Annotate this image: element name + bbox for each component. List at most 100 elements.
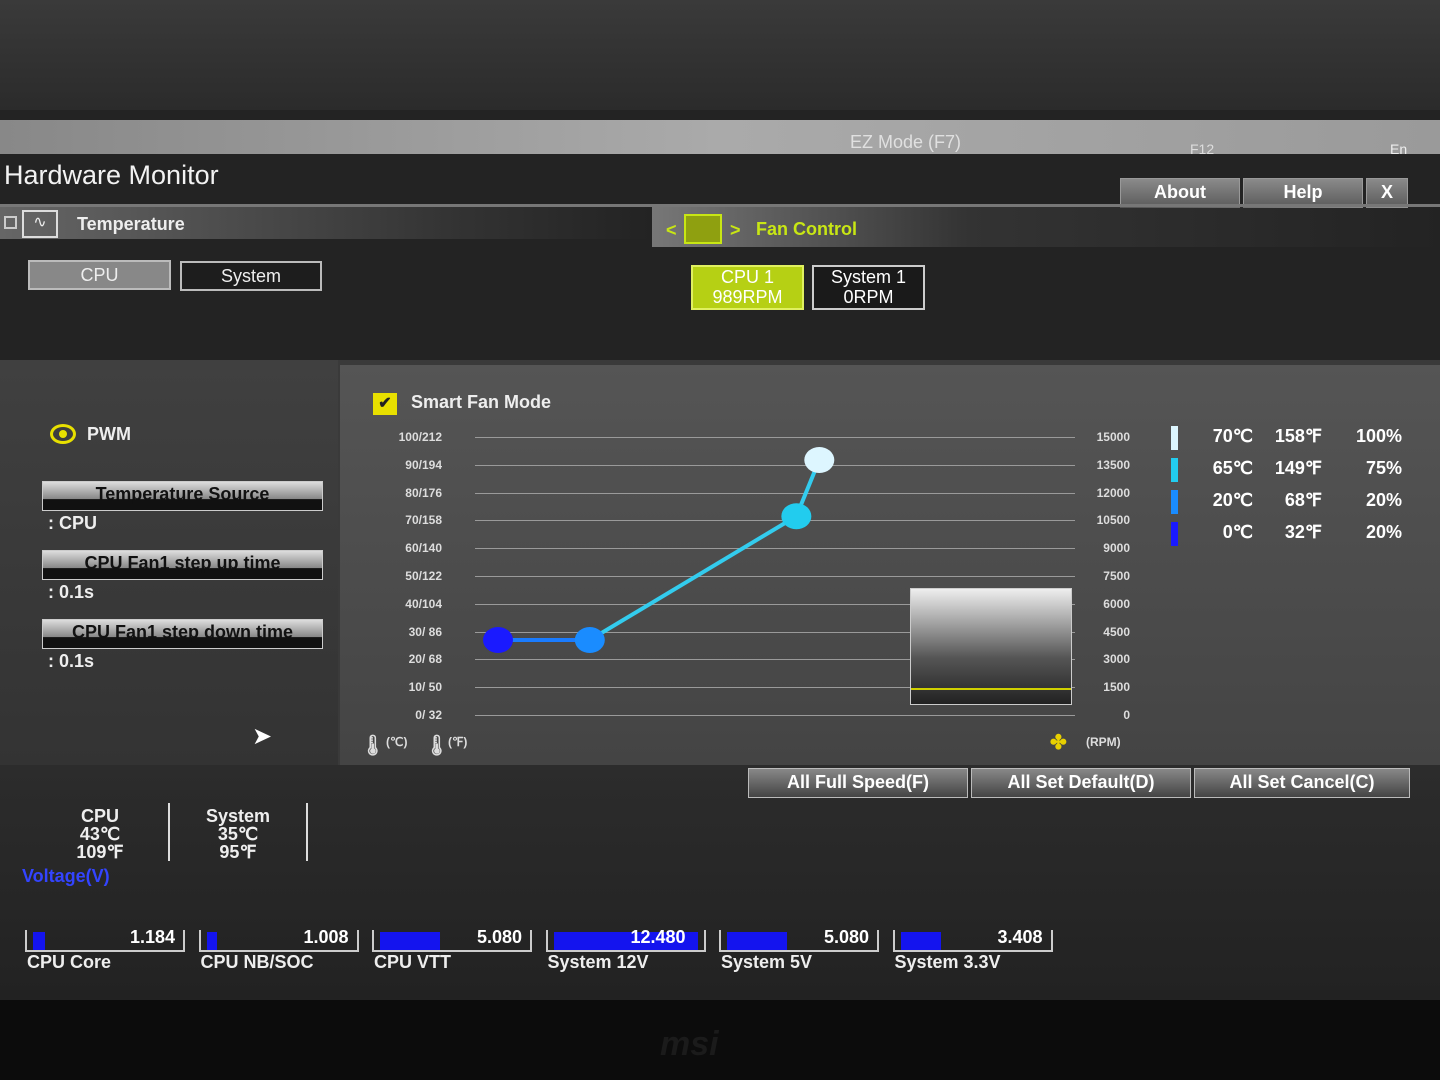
fan-rpm: 989RPM [712, 287, 783, 307]
legend-fahrenheit: 158℉ [1274, 426, 1322, 446]
fan-rpm: 0RPM [843, 287, 894, 307]
fan-control-label: Fan Control [756, 219, 857, 239]
fan-curve-panel [340, 365, 1440, 765]
all-full-speed-button[interactable]: All Full Speed(F) [748, 768, 968, 798]
next-arrow-icon[interactable]: > [730, 220, 741, 240]
voltage-value: 3.408 [997, 927, 1043, 947]
voltage-title: Voltage(V) [22, 866, 110, 886]
legend-fahrenheit: 32℉ [1284, 522, 1322, 542]
voltage-bar: 12.480 [545, 927, 706, 952]
fan-tab-system1[interactable]: System 1 0RPM [812, 265, 925, 310]
fan-name: CPU 1 [720, 267, 774, 287]
thermometer-icon: 🌡 [424, 735, 450, 757]
gridline [475, 687, 1075, 689]
voltage-fill [900, 932, 941, 950]
gridline [475, 659, 1075, 661]
voltage-label: System 12V [547, 952, 649, 972]
help-button[interactable]: Help [1243, 178, 1363, 208]
temperature-source-button[interactable]: Temperature Source [42, 481, 323, 511]
top-bar [0, 120, 1440, 154]
cpu-temp-readout: CPU 43℃ 109℉ [40, 807, 160, 861]
celsius-unit-label: (℃) [386, 735, 408, 749]
background-wall [0, 0, 1440, 110]
ez-mode-button[interactable]: EZ Mode (F7) [850, 132, 962, 152]
legend-percent: 20% [1365, 522, 1402, 542]
left-tick-label: 70/158 [405, 513, 442, 528]
left-tick-label: 100/212 [398, 430, 442, 444]
left-tick-label: 0/ 32 [415, 708, 442, 722]
gridline [475, 520, 1075, 522]
label: CPU [80, 806, 119, 826]
all-set-default-button[interactable]: All Set Default(D) [971, 768, 1191, 798]
voltage-value: 12.480 [630, 927, 686, 947]
gridline [475, 603, 1075, 605]
voltage-fill [206, 932, 217, 950]
voltage-label: CPU VTT [374, 952, 452, 972]
language-button[interactable]: En [1390, 141, 1408, 157]
about-button[interactable]: About [1120, 178, 1240, 208]
gridline [475, 631, 1075, 633]
voltage-bar: 3.408 [892, 927, 1053, 952]
legend-percent: 20% [1365, 490, 1402, 510]
legend-color-swatch [1171, 490, 1178, 514]
legend-color-swatch [1171, 522, 1178, 546]
legend-color-swatch [1171, 458, 1178, 482]
label: System [205, 806, 271, 826]
step-down-time-value: : 0.1s [48, 651, 95, 671]
fan-tab-cpu1[interactable]: CPU 1 989RPM [691, 265, 804, 310]
legend-celsius: 65℃ [1212, 458, 1253, 478]
monitor-bezel [0, 1000, 1440, 1080]
divider [168, 803, 170, 861]
gridline [475, 464, 1075, 466]
right-tick-label: 0 [1123, 708, 1130, 722]
right-tick-label: 4500 [1103, 624, 1130, 639]
voltage-fill [33, 932, 45, 950]
smart-fan-checkbox[interactable]: ✔ [373, 393, 397, 415]
curve-point-handle[interactable] [574, 627, 605, 653]
right-tick-label: 3000 [1103, 652, 1130, 667]
pwm-radio[interactable] [50, 424, 76, 444]
curve-point-handle[interactable] [781, 503, 812, 530]
right-tick-label: 6000 [1103, 596, 1130, 611]
voltage-label: CPU Core [27, 952, 112, 972]
screenshot-f12-button[interactable]: F12 [1190, 141, 1215, 157]
fan-chart-icon [684, 214, 722, 244]
fan-name: System 1 [830, 267, 907, 287]
curve-point-handle[interactable] [483, 627, 513, 653]
temperature-label: Temperature [77, 214, 185, 234]
monitor-graph-icon: ∿ [22, 210, 58, 238]
voltage-value: 5.080 [823, 927, 869, 947]
legend-celsius: 0℃ [1222, 522, 1253, 542]
gridline [475, 576, 1075, 577]
tab-cpu[interactable]: CPU [28, 260, 171, 290]
left-tick-label: 50/122 [405, 569, 442, 583]
fan-icon: ✤ [1050, 732, 1067, 754]
step-down-time-button[interactable]: CPU Fan1 step down time [42, 619, 323, 649]
celsius: 43℃ [79, 824, 121, 844]
right-tick-label: 1500 [1103, 680, 1130, 695]
tab-system[interactable]: System [180, 261, 322, 291]
close-button[interactable]: X [1366, 178, 1408, 208]
prev-arrow-icon[interactable]: < [666, 220, 677, 240]
right-tick-label: 13500 [1096, 457, 1130, 472]
right-tick-label: 7500 [1103, 569, 1130, 583]
status-panel [0, 765, 1440, 1000]
voltage-bar: 1.184 [25, 927, 185, 952]
system-temp-readout: System 35℃ 95℉ [178, 807, 298, 861]
voltage-bar: 5.080 [719, 927, 879, 952]
curve-point-handle[interactable] [804, 447, 835, 473]
voltage-fill [727, 932, 787, 950]
left-tick-label: 80/176 [405, 485, 442, 500]
step-up-time-button[interactable]: CPU Fan1 step up time [42, 550, 323, 580]
voltage-value: 1.184 [129, 927, 175, 947]
temperature-section-header [0, 207, 650, 239]
step-up-time-value: : 0.1s [48, 582, 95, 602]
thermometer-icon: 🌡 [360, 735, 386, 757]
all-set-cancel-button[interactable]: All Set Cancel(C) [1194, 768, 1410, 798]
msi-logo: msi [660, 1025, 719, 1063]
curve-segment [588, 514, 798, 642]
collapse-icon[interactable] [4, 216, 17, 229]
gridline [475, 492, 1075, 494]
left-tick-label: 20/ 68 [408, 652, 442, 667]
legend-percent: 75% [1365, 458, 1402, 478]
